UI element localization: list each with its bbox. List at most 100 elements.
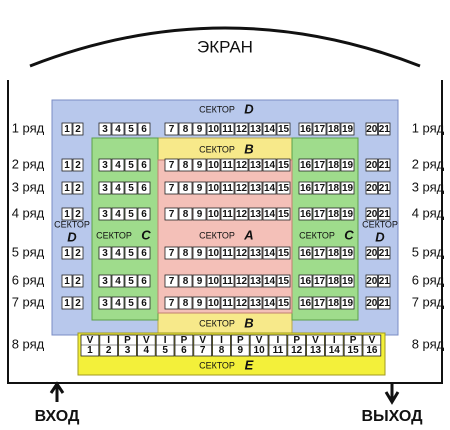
seat-number: 12 xyxy=(236,160,248,171)
seat-number: 15 xyxy=(278,276,290,287)
seat xyxy=(220,274,235,288)
seat-number: 1 xyxy=(64,124,70,135)
vip-tag: I xyxy=(333,335,336,346)
sector-letter: A xyxy=(243,227,253,242)
seat xyxy=(206,122,221,136)
seat-number: 16 xyxy=(300,160,312,171)
seat-number: 18 xyxy=(328,183,340,194)
sector-word: СЕКТОР xyxy=(199,104,235,114)
seat xyxy=(137,122,151,136)
row-label-right: 5 ряд xyxy=(412,244,445,259)
seat xyxy=(192,246,207,260)
seat xyxy=(248,181,263,195)
seat xyxy=(262,246,277,260)
seat-number: 8 xyxy=(183,248,189,259)
seat-number: 4 xyxy=(115,160,121,171)
seat-number: 3 xyxy=(102,298,108,309)
seat-number: 5 xyxy=(128,298,134,309)
vip-tag: V xyxy=(143,335,150,346)
seat-number: 20 xyxy=(366,124,378,135)
seat-number: 11 xyxy=(222,209,233,220)
seat-number: 13 xyxy=(250,183,262,194)
seat-number: 19 xyxy=(342,160,354,171)
seat xyxy=(124,274,138,288)
seat-number: 17 xyxy=(314,124,326,135)
seat-number: 18 xyxy=(328,298,340,309)
seat-number: 10 xyxy=(208,298,220,309)
seat-number: 6 xyxy=(141,248,147,259)
seat xyxy=(61,274,73,288)
row-label-left: 8 ряд xyxy=(12,336,45,351)
seat xyxy=(276,122,291,136)
seat xyxy=(98,181,112,195)
vip-number: 6 xyxy=(181,345,187,356)
seat xyxy=(178,246,193,260)
entrance-label: ВХОД xyxy=(35,408,80,425)
seat-number: 13 xyxy=(250,124,262,135)
seat xyxy=(276,296,291,310)
seat-number: 1 xyxy=(64,209,70,220)
row-label-right: 7 ряд xyxy=(412,294,445,309)
seat xyxy=(220,122,235,136)
seat xyxy=(378,296,391,310)
seat-number: 18 xyxy=(328,209,340,220)
seat xyxy=(72,296,84,310)
seat-number: 21 xyxy=(379,209,391,220)
seat xyxy=(234,296,249,310)
seat-number: 16 xyxy=(300,248,312,259)
seat xyxy=(298,181,313,195)
seat-number: 7 xyxy=(169,248,175,259)
seat-number: 9 xyxy=(197,124,203,135)
seat xyxy=(124,158,138,172)
vip-seat xyxy=(99,334,119,357)
row-label-right: 8 ряд xyxy=(412,336,445,351)
seat xyxy=(192,158,207,172)
seat-number: 19 xyxy=(342,298,354,309)
seat-number: 13 xyxy=(250,160,262,171)
seat-number: 19 xyxy=(342,276,354,287)
seat-number: 21 xyxy=(379,160,391,171)
seat-number: 1 xyxy=(64,183,70,194)
seat xyxy=(164,158,179,172)
seat-number: 4 xyxy=(115,298,121,309)
vip-tag: I xyxy=(220,335,223,346)
seat-number: 8 xyxy=(183,209,189,220)
seat xyxy=(326,274,341,288)
seat xyxy=(61,296,73,310)
seat xyxy=(220,158,235,172)
seat-number: 19 xyxy=(342,248,354,259)
seat-number: 21 xyxy=(379,298,391,309)
seat-number: 9 xyxy=(197,183,203,194)
seat-number: 12 xyxy=(236,298,248,309)
seat xyxy=(98,296,112,310)
seat xyxy=(312,181,327,195)
seat-number: 11 xyxy=(222,248,233,259)
seat-number: 14 xyxy=(264,209,276,220)
vip-tag: P xyxy=(181,335,188,346)
seat-number: 3 xyxy=(102,209,108,220)
seat-number: 15 xyxy=(278,298,290,309)
seat-number: 7 xyxy=(169,160,175,171)
seat-number: 9 xyxy=(197,209,203,220)
seat-number: 16 xyxy=(300,209,312,220)
seat-number: 15 xyxy=(278,183,290,194)
seat-number: 13 xyxy=(250,298,262,309)
seat xyxy=(111,296,125,310)
seat-number: 14 xyxy=(264,160,276,171)
seat xyxy=(378,122,391,136)
seat xyxy=(378,207,391,221)
seat xyxy=(298,122,313,136)
seat-number: 1 xyxy=(64,298,70,309)
seat xyxy=(340,158,355,172)
row-label-left: 4 ряд xyxy=(12,205,45,220)
seat-number: 8 xyxy=(183,183,189,194)
sector-word: СЕКТОР xyxy=(199,144,235,154)
row-label-left: 7 ряд xyxy=(12,294,45,309)
seat xyxy=(98,122,112,136)
seat-number: 17 xyxy=(314,209,326,220)
seat-number: 16 xyxy=(300,298,312,309)
seat xyxy=(61,181,73,195)
seat-number: 11 xyxy=(222,160,233,171)
seat-number: 6 xyxy=(141,124,147,135)
seat xyxy=(111,181,125,195)
